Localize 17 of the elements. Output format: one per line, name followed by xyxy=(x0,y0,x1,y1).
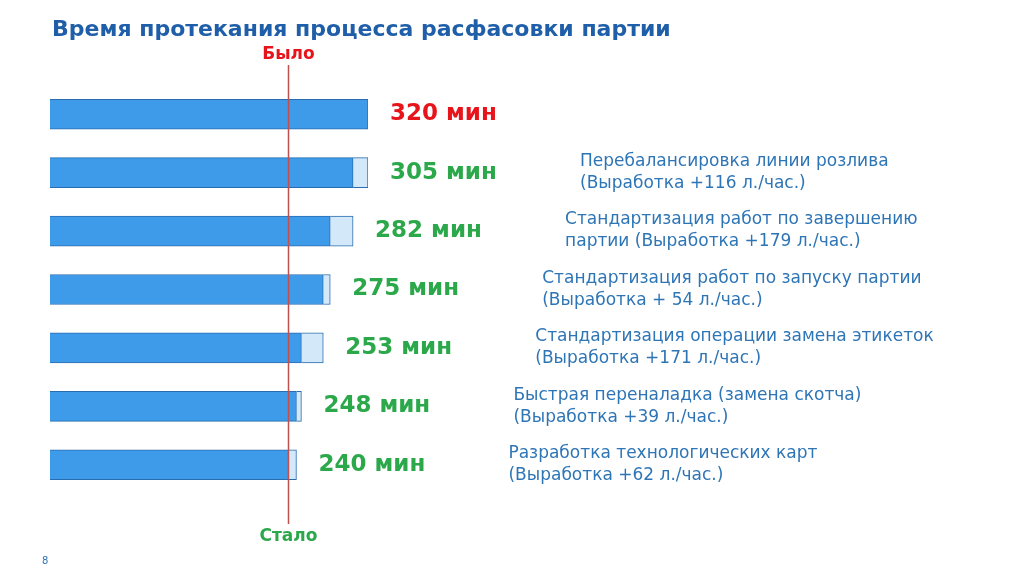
text: 8 xyxy=(42,555,49,566)
chart-title: Время протекания процесса расфасовки партии xyxy=(52,16,671,41)
data-label: 282 мин xyxy=(375,216,482,243)
text: Разработка технологических карт (Выработка +62 л./час.) xyxy=(508,442,818,485)
text: Стандартизация операции замена этикеток (Выработка +171 л./час.) xyxy=(535,325,934,368)
data-label: 248 мин xyxy=(323,391,431,418)
data-label: 240 мин xyxy=(318,449,426,476)
data-label: 320 мин xyxy=(390,99,497,126)
data-label: 253 мин xyxy=(345,332,453,359)
data-label: 275 мин xyxy=(352,274,460,301)
data-label: 305 мин xyxy=(390,157,497,184)
ref-line-label: Стало xyxy=(259,524,318,545)
text: Стандартизация работ по завершению партии (Выработка +179 л./час.) xyxy=(565,208,918,251)
text: Быстрая переналадка (замена скотча) (Выработка +39 л./час.) xyxy=(513,383,862,426)
text: Стандартизация работ по запуску партии (Выработка + 54 л./час.) xyxy=(542,266,922,309)
text: Перебалансировка линии розлива (Выработка +116 л./час.) xyxy=(580,150,889,193)
text: Было xyxy=(262,42,315,63)
